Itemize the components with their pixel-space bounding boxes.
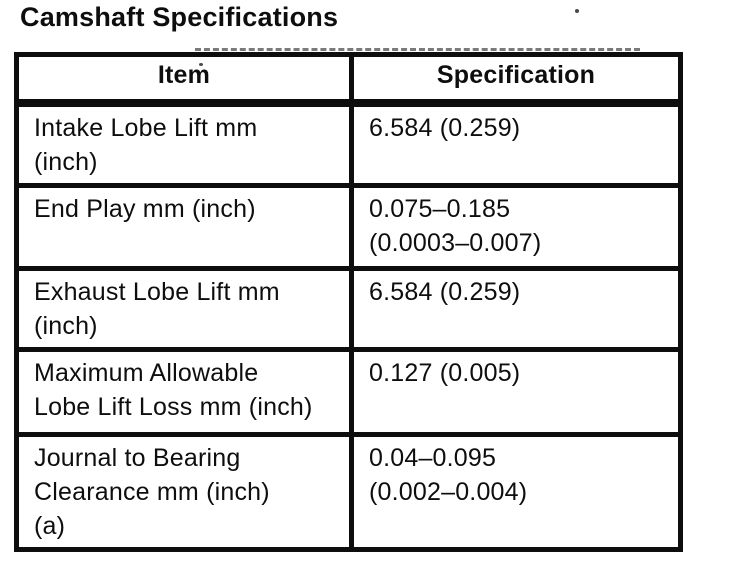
table-row: Intake Lobe Lift mm (inch) 6.584 (0.259) [14,100,683,188]
column-header-item: Item [14,52,354,107]
header-row: Item Specification [14,52,683,107]
spec-cell: 0.127 (0.005) [349,346,683,437]
table-row: Exhaust Lobe Lift mm (inch) 6.584 (0.259… [14,265,683,352]
item-cell: Intake Lobe Lift mm (inch) [14,100,354,188]
item-cell: End Play mm (inch) [14,182,354,271]
scan-noise-dashes [195,48,640,51]
table-row: End Play mm (inch) 0.075–0.185 (0.0003–0… [14,182,683,271]
page-title: Camshaft Specifications [20,2,339,32]
item-cell: Exhaust Lobe Lift mm (inch) [14,265,354,352]
spec-cell: 6.584 (0.259) [349,100,683,188]
spec-cell: 6.584 (0.259) [349,265,683,352]
specifications-table: Item Specification Intake Lobe Lift mm (… [14,52,683,552]
item-cell: Maximum Allowable Lobe Lift Loss mm (inc… [14,346,354,437]
scan-speck [575,9,579,13]
table-row: Journal to Bearing Clearance mm (inch) (… [14,431,683,552]
table-row: Maximum Allowable Lobe Lift Loss mm (inc… [14,346,683,437]
spec-cell: 0.075–0.185 (0.0003–0.007) [349,182,683,271]
column-header-specification: Specification [349,52,683,107]
spec-cell: 0.04–0.095 (0.002–0.004) [349,431,683,552]
item-cell: Journal to Bearing Clearance mm (inch) (… [14,431,354,552]
